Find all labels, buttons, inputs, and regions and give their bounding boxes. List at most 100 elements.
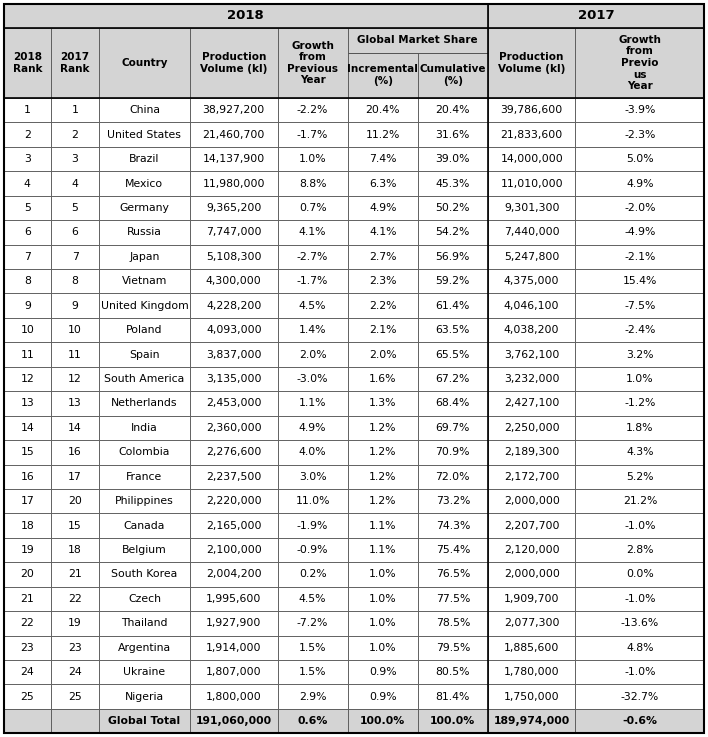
Text: 11,980,000: 11,980,000 [202, 178, 265, 189]
Text: 5,108,300: 5,108,300 [206, 252, 261, 262]
Text: 2.2%: 2.2% [369, 301, 396, 311]
Bar [576, 122, 704, 147]
Bar [190, 293, 278, 318]
Bar [348, 220, 418, 245]
Bar [418, 52, 488, 98]
Text: Ukraine: Ukraine [123, 667, 166, 677]
Bar [4, 28, 51, 98]
Text: 1.2%: 1.2% [369, 496, 396, 506]
Text: 5.2%: 5.2% [626, 472, 653, 482]
Text: 11: 11 [68, 349, 82, 360]
Bar [51, 685, 99, 709]
Text: 2,453,000: 2,453,000 [206, 399, 261, 408]
Bar [4, 171, 51, 196]
Text: 2,276,600: 2,276,600 [206, 447, 261, 458]
Bar [4, 98, 51, 122]
Text: 2,172,700: 2,172,700 [504, 472, 559, 482]
Text: 100.0%: 100.0% [360, 716, 406, 726]
Bar [418, 416, 488, 440]
Text: 5.0%: 5.0% [626, 154, 653, 164]
Text: 11,010,000: 11,010,000 [501, 178, 563, 189]
Bar [348, 367, 418, 391]
Text: 12: 12 [68, 374, 82, 384]
Text: 7: 7 [72, 252, 79, 262]
Bar [576, 685, 704, 709]
Text: 12: 12 [21, 374, 34, 384]
Text: Growth
from
Previous
Year: Growth from Previous Year [287, 41, 338, 85]
Bar [488, 293, 576, 318]
Text: 2,000,000: 2,000,000 [504, 570, 559, 579]
Text: 4.3%: 4.3% [626, 447, 653, 458]
Bar [418, 343, 488, 367]
Bar [488, 28, 576, 98]
Bar [488, 611, 576, 635]
Text: Global Total: Global Total [108, 716, 181, 726]
Text: -0.6%: -0.6% [622, 716, 658, 726]
Text: 15: 15 [68, 520, 82, 531]
Text: 1.0%: 1.0% [369, 618, 396, 629]
Text: -3.0%: -3.0% [297, 374, 329, 384]
Bar [576, 196, 704, 220]
Bar [278, 635, 348, 660]
Bar [348, 685, 418, 709]
Bar [99, 147, 190, 171]
Bar [576, 98, 704, 122]
Text: 6: 6 [24, 228, 31, 237]
Bar [99, 416, 190, 440]
Bar [278, 28, 348, 98]
Bar [190, 440, 278, 464]
Text: 74.3%: 74.3% [435, 520, 470, 531]
Bar [488, 538, 576, 562]
Text: France: France [126, 472, 163, 482]
Bar [576, 514, 704, 538]
Text: -2.7%: -2.7% [297, 252, 329, 262]
Text: 2017
Rank: 2017 Rank [60, 52, 90, 74]
Text: 5: 5 [72, 203, 79, 213]
Text: -4.9%: -4.9% [624, 228, 656, 237]
Bar [278, 416, 348, 440]
Bar [278, 367, 348, 391]
Text: Incremental
(%): Incremental (%) [348, 64, 418, 86]
Bar [488, 196, 576, 220]
Text: 2,004,200: 2,004,200 [206, 570, 261, 579]
Bar [190, 514, 278, 538]
Text: 4,046,100: 4,046,100 [504, 301, 559, 311]
Text: 9: 9 [72, 301, 79, 311]
Bar [190, 709, 278, 733]
Text: 2,120,000: 2,120,000 [504, 545, 559, 555]
Text: 24: 24 [68, 667, 82, 677]
Bar [190, 611, 278, 635]
Bar [576, 489, 704, 514]
Text: Argentina: Argentina [118, 643, 171, 653]
Text: 1.8%: 1.8% [626, 423, 653, 433]
Text: 189,974,000: 189,974,000 [493, 716, 570, 726]
Bar [51, 367, 99, 391]
Text: 38,927,200: 38,927,200 [202, 105, 265, 115]
Text: 18: 18 [21, 520, 34, 531]
Text: 3: 3 [24, 154, 31, 164]
Text: 1.0%: 1.0% [369, 643, 396, 653]
Text: 11.2%: 11.2% [365, 130, 400, 140]
Bar [51, 269, 99, 293]
Text: Colombia: Colombia [119, 447, 170, 458]
Bar [190, 587, 278, 611]
Text: 14: 14 [21, 423, 34, 433]
Bar [278, 611, 348, 635]
Text: -0.9%: -0.9% [297, 545, 329, 555]
Text: 3,135,000: 3,135,000 [206, 374, 261, 384]
Bar [190, 171, 278, 196]
Bar [278, 391, 348, 416]
Bar [418, 318, 488, 343]
Bar [348, 52, 418, 98]
Text: 2,427,100: 2,427,100 [504, 399, 559, 408]
Text: Netherlands: Netherlands [111, 399, 178, 408]
Bar [488, 171, 576, 196]
Bar [99, 440, 190, 464]
Text: 1: 1 [72, 105, 79, 115]
Bar [418, 293, 488, 318]
Bar [4, 514, 51, 538]
Bar [576, 611, 704, 635]
Text: 2,360,000: 2,360,000 [206, 423, 261, 433]
Bar [418, 464, 488, 489]
Text: 67.2%: 67.2% [435, 374, 470, 384]
